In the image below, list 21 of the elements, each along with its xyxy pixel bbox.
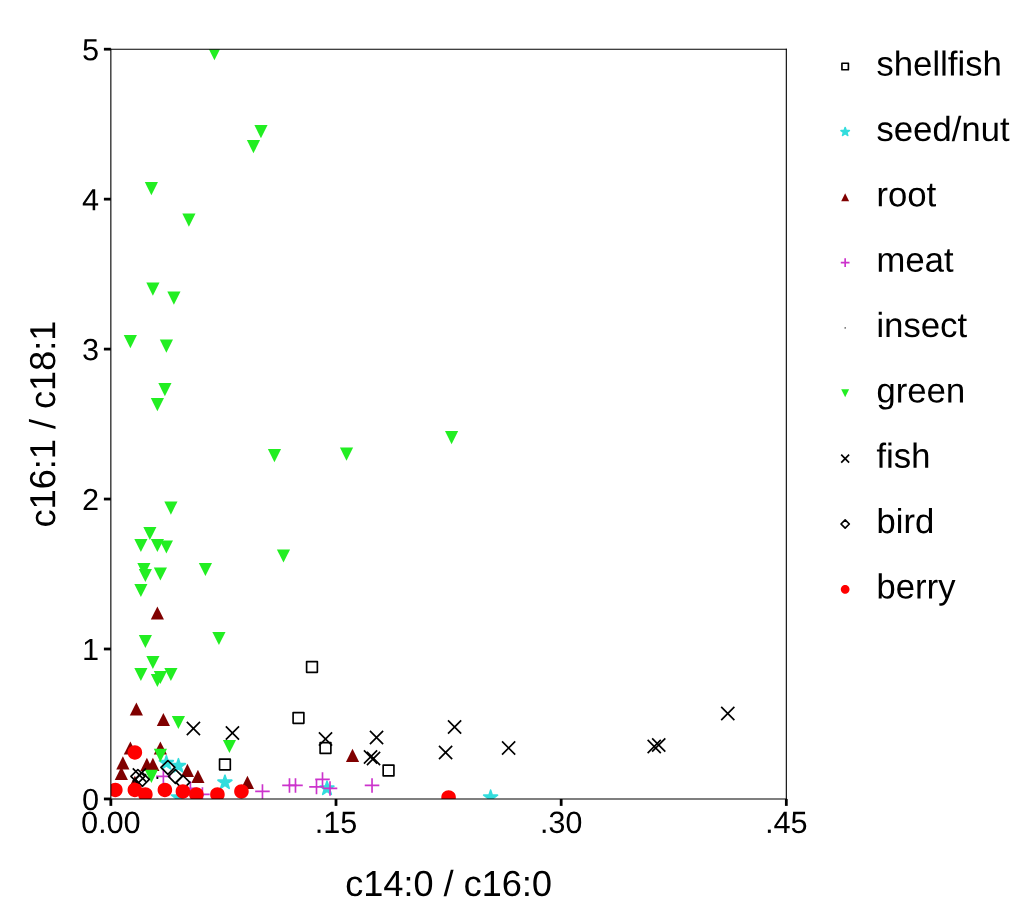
y-axis-title: c16:1 / c18:1 [28, 322, 56, 526]
legend-label: berry [878, 573, 956, 606]
x-tick-label: 0.00 [82, 811, 140, 834]
y-tick-label: 3 [83, 338, 98, 361]
y-tick-label: 1 [84, 639, 98, 661]
legend-label: green [877, 383, 963, 410]
legend-label: bird [878, 507, 933, 534]
y-tick-label: 5 [83, 39, 98, 61]
legend-label: fish [876, 442, 929, 469]
legend-label: root [878, 183, 936, 207]
x-tick-label: .15 [317, 811, 356, 834]
legend-label: seed/nut [877, 115, 1010, 142]
x-tick-label: .45 [767, 811, 807, 834]
x-tick-label: .30 [542, 811, 582, 834]
y-tick-label: 4 [82, 189, 99, 211]
y-tick-label: 2 [83, 488, 98, 511]
y-tick-label: 0 [83, 788, 98, 811]
legend-label: shellfish [877, 50, 1000, 76]
legend-label: insect [878, 311, 967, 338]
x-axis-title: c14:0 / c16:0 [346, 869, 551, 897]
legend-label: meat [878, 249, 954, 273]
